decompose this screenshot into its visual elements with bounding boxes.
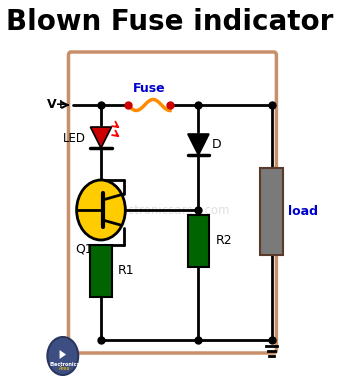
Text: electronicsarea.com: electronicsarea.com (110, 203, 230, 217)
Polygon shape (59, 350, 66, 359)
Text: Q1: Q1 (75, 243, 93, 256)
Text: V+: V+ (47, 99, 67, 112)
Text: D: D (211, 138, 221, 152)
Text: Blown Fuse indicator: Blown Fuse indicator (6, 8, 334, 36)
Circle shape (76, 180, 125, 240)
Text: LED: LED (63, 132, 86, 144)
Text: Area: Area (59, 367, 70, 372)
Bar (260, 168, 283, 255)
Polygon shape (188, 134, 209, 155)
Text: load: load (288, 205, 318, 218)
Text: R1: R1 (118, 265, 135, 277)
Polygon shape (90, 127, 112, 148)
Text: Fuse: Fuse (133, 82, 165, 94)
Text: Electronics: Electronics (49, 361, 80, 367)
Text: R2: R2 (216, 234, 232, 248)
Bar (188, 215, 209, 267)
Bar (90, 245, 112, 297)
Circle shape (47, 337, 78, 375)
